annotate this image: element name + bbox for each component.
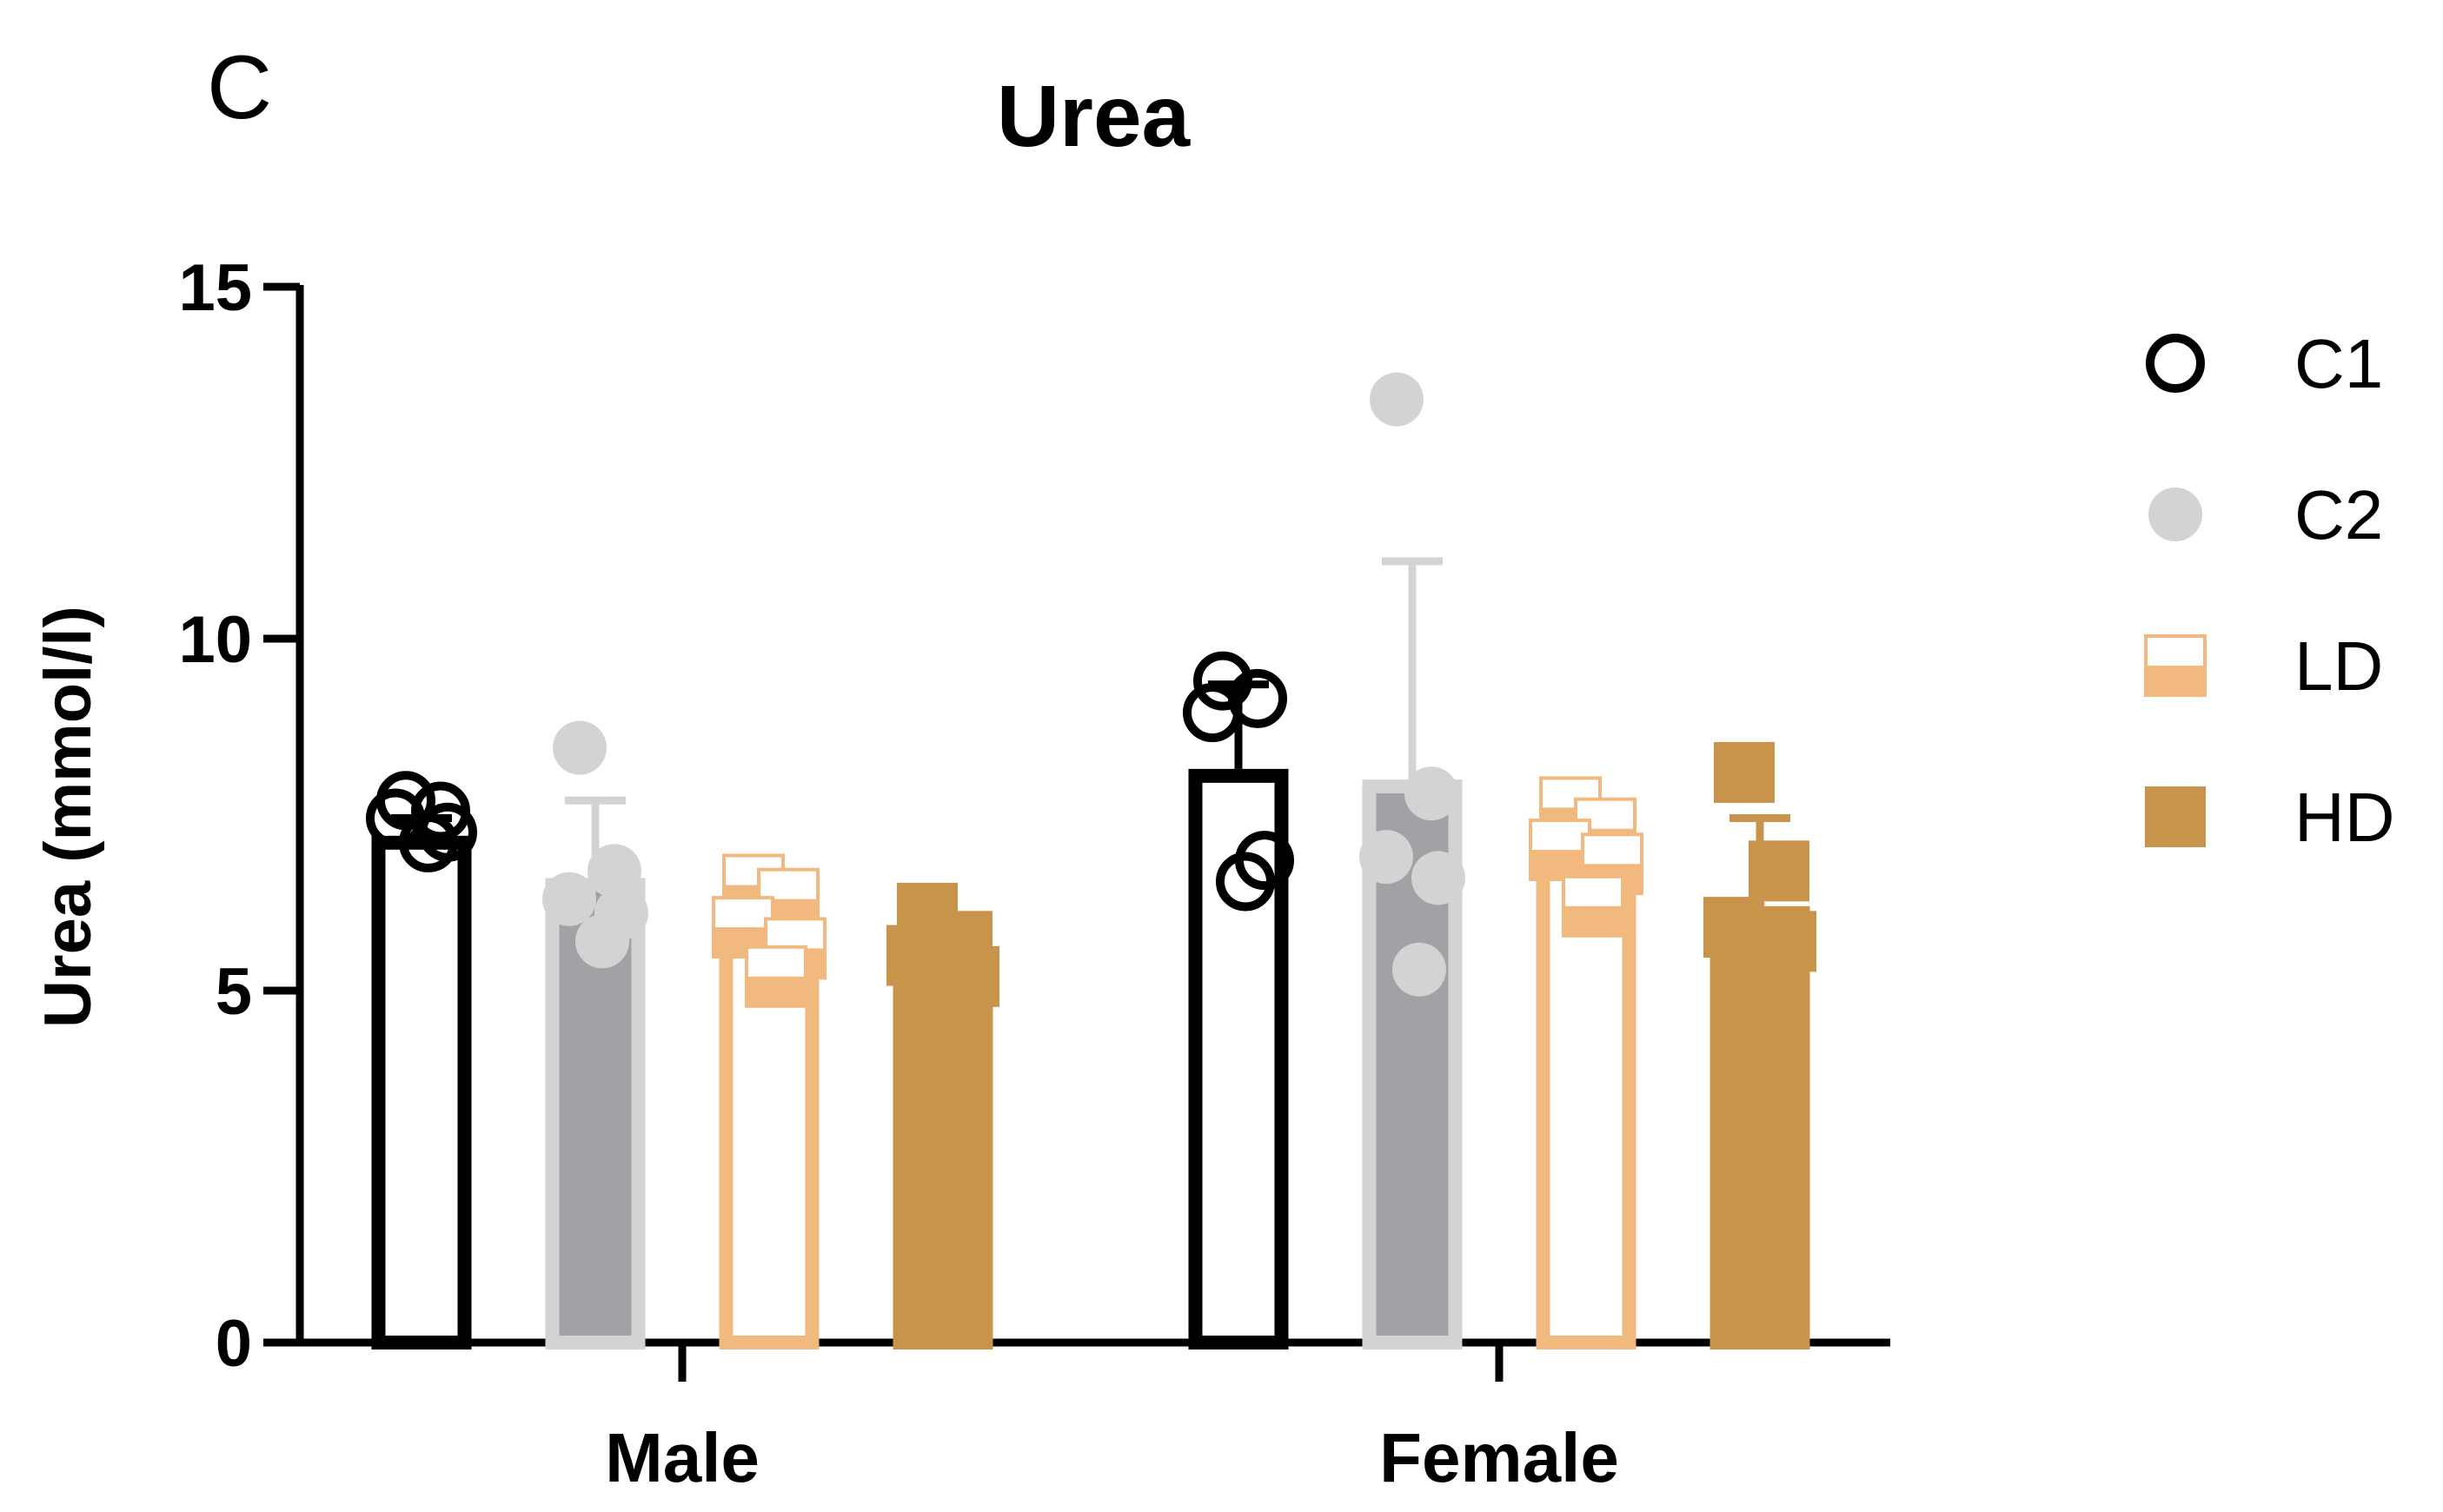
plot-area: 0 5 10 15 Male Female bbox=[178, 251, 1890, 1496]
legend-item-c2: C2 bbox=[2148, 476, 2383, 554]
bar-group-hd-female bbox=[1703, 741, 1816, 1350]
point-c2-female-2 bbox=[1359, 830, 1413, 885]
bar-c1-male bbox=[371, 835, 472, 1350]
category-label-male: Male bbox=[605, 1419, 760, 1496]
point-ld-male-4-fill bbox=[747, 976, 806, 1006]
chart-title: Urea bbox=[997, 68, 1192, 165]
bar-group-c2-male bbox=[542, 720, 648, 1350]
point-ld-female-4-fill bbox=[1563, 905, 1623, 936]
legend-marker-c1 bbox=[2146, 334, 2205, 393]
legend: C1 C2 LD HD bbox=[2144, 325, 2395, 856]
legend-item-c1: C1 bbox=[2146, 325, 2383, 402]
panel-letter: C bbox=[207, 37, 272, 138]
point-hd-female-0 bbox=[1714, 741, 1775, 803]
point-hd-female-1 bbox=[1749, 840, 1809, 902]
point-c2-female-0 bbox=[1370, 372, 1424, 427]
bar-ld-female bbox=[1536, 850, 1636, 1350]
point-c2-male-2 bbox=[542, 872, 596, 926]
bar-group-ld-female bbox=[1529, 776, 1643, 1350]
bar-group-c1-female bbox=[1183, 651, 1294, 1350]
legend-item-hd: HD bbox=[2145, 779, 2395, 856]
point-c2-male-1 bbox=[588, 844, 641, 899]
point-ld-male-4 bbox=[745, 945, 807, 1008]
y-tick-label-0: 0 bbox=[216, 1307, 252, 1381]
point-hd-female-4 bbox=[1736, 938, 1797, 1000]
point-ld-female-4 bbox=[1562, 874, 1624, 938]
bar-group-hd-male bbox=[886, 882, 999, 1350]
point-c2-female-4 bbox=[1392, 942, 1446, 997]
point-c2-female-1 bbox=[1404, 766, 1458, 821]
bar-group-c1-male bbox=[366, 771, 477, 1350]
bar-group-c2-female bbox=[1359, 372, 1465, 1350]
bar-group-ld-male bbox=[712, 853, 827, 1350]
point-c2-female-3 bbox=[1411, 851, 1465, 905]
legend-marker-ld-fill bbox=[2146, 666, 2205, 695]
legend-item-ld: LD bbox=[2144, 627, 2383, 705]
point-c2-male-4 bbox=[575, 914, 629, 969]
legend-marker-hd bbox=[2145, 786, 2206, 847]
point-hd-male-4 bbox=[919, 974, 980, 1036]
point-c1-male-4 bbox=[399, 812, 458, 872]
y-tick-label-5: 5 bbox=[216, 955, 252, 1029]
category-label-female: Female bbox=[1379, 1419, 1619, 1496]
legend-marker-ld bbox=[2144, 634, 2207, 697]
legend-label-ld: LD bbox=[2294, 627, 2383, 705]
legend-label-c1: C1 bbox=[2294, 325, 2383, 402]
bar-ld-male bbox=[719, 934, 820, 1350]
point-c1-female-2 bbox=[1183, 683, 1242, 743]
point-ld-female-2 bbox=[1529, 819, 1591, 881]
y-axis-label: Urea (mmol/l) bbox=[31, 606, 105, 1028]
point-c1-female-4 bbox=[1216, 852, 1275, 912]
legend-marker-c2 bbox=[2148, 487, 2202, 541]
y-tick-label-15: 15 bbox=[178, 251, 252, 325]
legend-label-c2: C2 bbox=[2294, 476, 2383, 554]
legend-label-hd: HD bbox=[2294, 779, 2395, 856]
point-c2-male-0 bbox=[553, 720, 607, 775]
point-ld-female-2-fill bbox=[1530, 850, 1590, 879]
y-tick-label-10: 10 bbox=[178, 603, 252, 677]
point-c1-female-0 bbox=[1193, 651, 1252, 711]
